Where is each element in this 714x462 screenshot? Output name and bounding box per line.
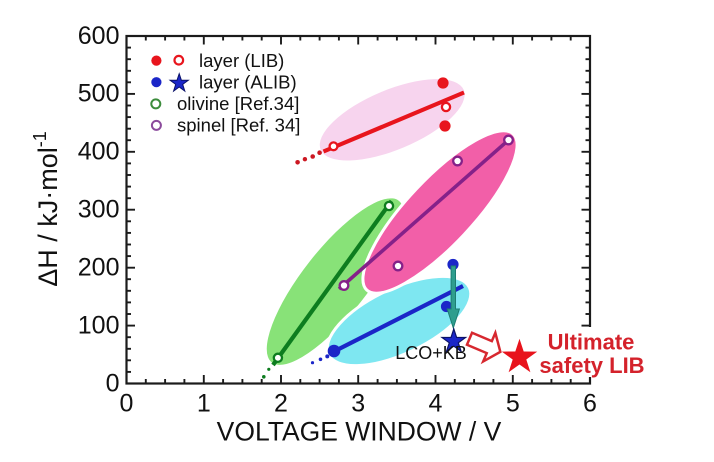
svg-text:Ultimate: Ultimate <box>548 330 635 355</box>
svg-text:3: 3 <box>351 390 365 418</box>
svg-text:200: 200 <box>78 254 120 282</box>
svg-text:500: 500 <box>78 80 120 108</box>
svg-text:LCO+KB: LCO+KB <box>395 343 467 363</box>
svg-text:olivine [Ref.34]: olivine [Ref.34] <box>177 93 299 114</box>
svg-text:4: 4 <box>429 390 443 418</box>
svg-text:400: 400 <box>78 138 120 166</box>
svg-text:safety LIB: safety LIB <box>539 353 644 378</box>
svg-text:VOLTAGE WINDOW / V: VOLTAGE WINDOW / V <box>217 417 502 447</box>
svg-text:0: 0 <box>106 369 120 397</box>
svg-text:layer (ALIB): layer (ALIB) <box>199 72 297 93</box>
svg-text:spinel [Ref. 34]: spinel [Ref. 34] <box>177 115 300 136</box>
svg-text:1: 1 <box>197 390 211 418</box>
svg-text:0: 0 <box>120 390 134 418</box>
svg-text:5: 5 <box>506 390 520 418</box>
svg-text:600: 600 <box>78 22 120 50</box>
svg-text:layer (LIB): layer (LIB) <box>199 50 284 71</box>
svg-text:2: 2 <box>274 390 288 418</box>
svg-text:ΔH / kJ·mol-1: ΔH / kJ·mol-1 <box>30 131 63 287</box>
svg-text:6: 6 <box>583 390 597 418</box>
svg-text:300: 300 <box>78 196 120 224</box>
svg-text:100: 100 <box>78 311 120 339</box>
